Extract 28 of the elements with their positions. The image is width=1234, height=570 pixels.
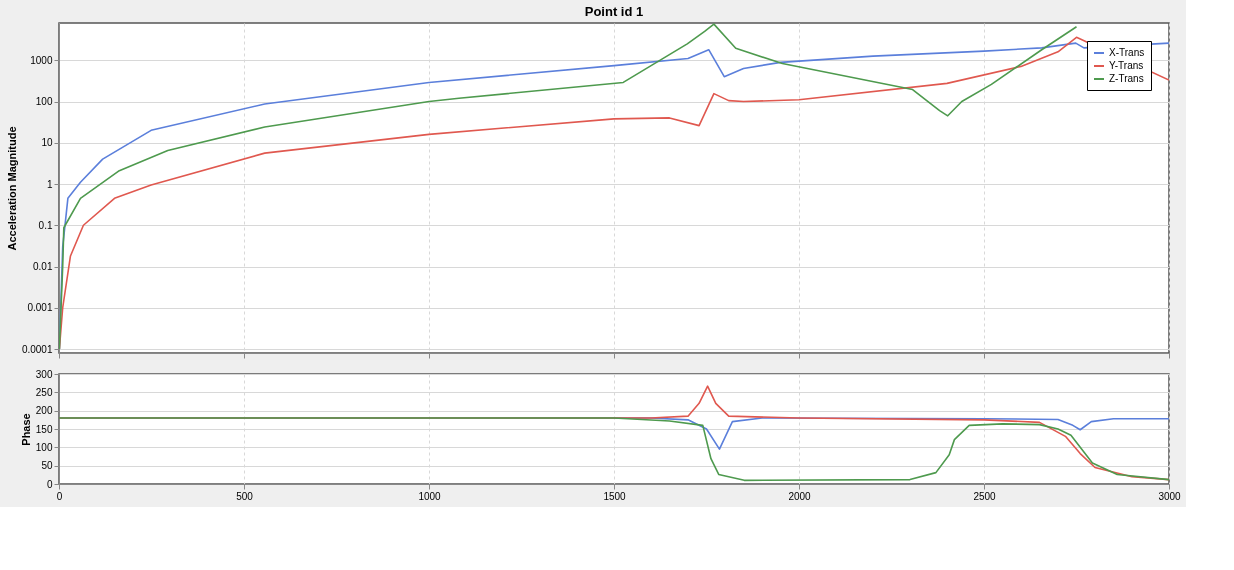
y-tick-label: 300 xyxy=(35,368,53,380)
x-tick-label: 2000 xyxy=(788,490,812,502)
y-tick-label: 0.1 xyxy=(38,219,53,231)
y-axis-title: Phase xyxy=(19,413,32,446)
x-tick-label: 2500 xyxy=(973,490,997,502)
x-tick-label: 3000 xyxy=(1158,490,1182,502)
x-tick-label: 1500 xyxy=(603,490,627,502)
y-tick-label: 1 xyxy=(46,178,53,190)
y-tick-label: 50 xyxy=(41,460,53,472)
y-tick-label: 0.01 xyxy=(33,261,53,272)
y-tick-label: 1000 xyxy=(30,54,53,66)
y-tick-label: 0 xyxy=(46,478,53,490)
y-tick-label: 0.001 xyxy=(27,302,53,314)
chart-title: Point id 1 xyxy=(584,4,644,19)
x-tick-label: 500 xyxy=(236,490,254,502)
legend-label: Y-Trans xyxy=(1109,60,1144,71)
x-tick-label: 0 xyxy=(56,490,63,502)
y-tick-label: 150 xyxy=(35,423,53,435)
y-tick-label: 250 xyxy=(35,386,53,398)
y-axis-title: Acceleration Magnitude xyxy=(5,126,18,251)
y-tick-label: 10 xyxy=(41,137,53,149)
x-tick-label: 1000 xyxy=(418,490,442,502)
y-tick-label: 100 xyxy=(35,96,53,107)
y-tick-label: 200 xyxy=(35,405,53,417)
y-tick-label: 100 xyxy=(35,441,53,453)
y-tick-label: 0.0001 xyxy=(21,343,53,355)
legend-label: X-Trans xyxy=(1109,47,1145,58)
legend-label: Z-Trans xyxy=(1109,73,1144,84)
